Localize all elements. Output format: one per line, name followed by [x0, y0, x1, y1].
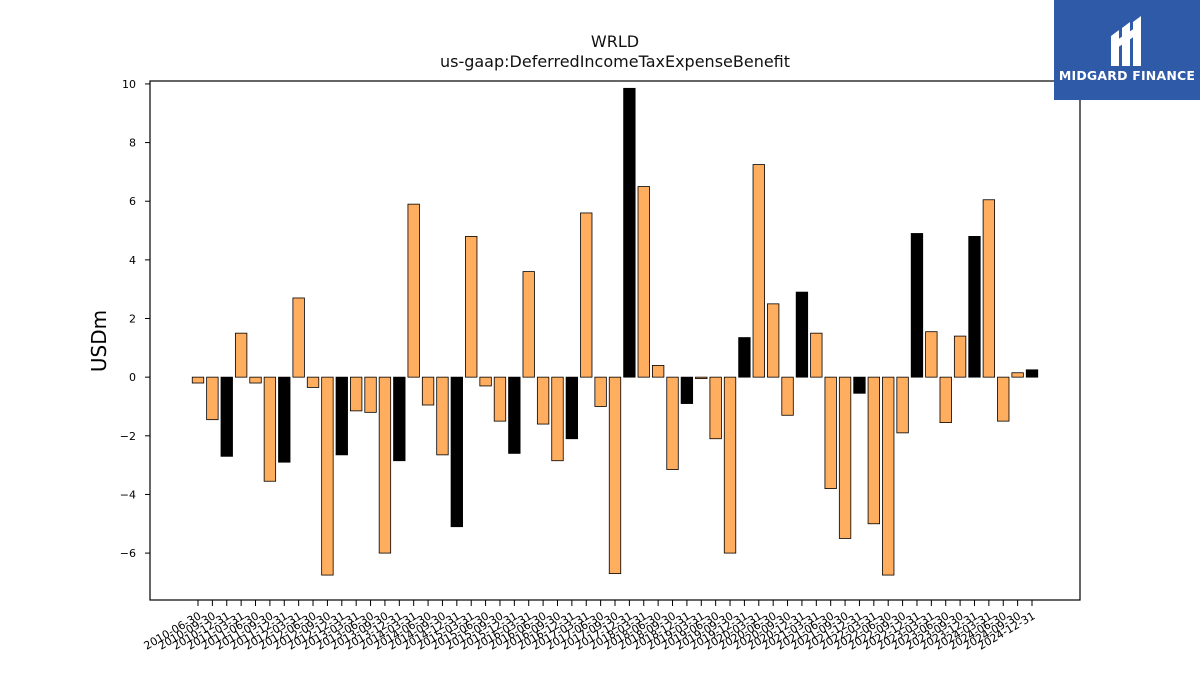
bar-2023-03-31 — [925, 331, 938, 378]
bar-2024-09-30 — [1011, 372, 1024, 378]
bar-2018-03-31 — [637, 186, 650, 378]
bar-2020-09-30 — [781, 376, 794, 416]
chart-subtitle: us-gaap:DeferredIncomeTaxExpenseBenefit — [439, 52, 791, 71]
bar-2014-12-31 — [450, 376, 463, 528]
bar-2022-06-30 — [882, 376, 895, 576]
bar-2013-09-30 — [378, 376, 392, 554]
bar-2023-06-30 — [939, 376, 952, 424]
bar-2020-06-30 — [767, 303, 780, 378]
bar-2012-06-30 — [306, 376, 320, 388]
bar-2014-06-30 — [421, 376, 435, 406]
logo-text: MIDGARD FINANCE — [1058, 68, 1196, 83]
y-axis-label: USDm — [87, 310, 111, 372]
bar-2011-12-31 — [278, 376, 291, 463]
brand-logo: MIDGARD FINANCE — [1054, 0, 1200, 100]
bar-2019-09-30 — [723, 376, 737, 554]
bar-2015-03-31 — [465, 236, 478, 378]
bar-2015-12-31 — [508, 376, 521, 454]
bar-2010-09-30 — [206, 376, 219, 421]
bar-2023-12-31 — [968, 236, 981, 378]
y-tick-label: 10 — [122, 78, 136, 91]
bar-2024-12-31 — [1025, 369, 1039, 378]
bar-2012-03-31 — [292, 297, 305, 378]
bar-2015-06-30 — [479, 376, 492, 387]
bar-2013-03-31 — [350, 376, 363, 412]
bar-2019-03-31 — [695, 376, 708, 380]
bar-2021-03-31 — [810, 332, 823, 378]
y-tick-label: −6 — [120, 547, 136, 560]
y-tick-label: 6 — [129, 195, 136, 208]
bar-2018-06-30 — [651, 365, 665, 378]
bar-2016-09-30 — [551, 376, 564, 462]
bar-2019-06-30 — [709, 376, 722, 440]
bar-2013-12-31 — [393, 376, 406, 462]
bar-2021-12-31 — [853, 376, 866, 394]
bar-2017-06-30 — [594, 376, 607, 407]
y-tick-label: 0 — [129, 371, 136, 384]
y-tick-label: 4 — [129, 254, 136, 267]
bar-2014-09-30 — [436, 376, 449, 456]
bar-2010-06-30 — [191, 376, 205, 384]
y-tick-label: −4 — [120, 488, 136, 501]
y-axis: −6 −4 −2 0 2 4 6 8 10 — [120, 78, 150, 560]
y-tick-label: 8 — [129, 137, 136, 150]
bar-2012-12-31 — [335, 376, 348, 456]
bar-2011-03-31 — [234, 332, 248, 378]
chart-title: WRLD — [590, 32, 640, 51]
bar-2017-12-31 — [623, 87, 636, 378]
bar-2014-03-31 — [407, 203, 420, 378]
bars-group — [191, 87, 1039, 576]
bar-2011-06-30 — [249, 376, 262, 384]
x-axis: 2010-06-302010-09-302010-12-312011-03-31… — [142, 600, 1038, 653]
bar-2017-03-31 — [580, 212, 593, 378]
bar-2019-12-31 — [738, 337, 751, 378]
bar-2016-03-31 — [522, 271, 535, 378]
bar-2022-03-31 — [867, 376, 880, 525]
bar-2018-12-31 — [680, 376, 694, 404]
bar-2013-06-30 — [364, 376, 377, 413]
bar-2012-09-30 — [321, 376, 334, 576]
y-tick-label: 2 — [129, 313, 136, 326]
bar-2016-12-31 — [565, 376, 579, 440]
bar-2024-03-31 — [982, 199, 996, 378]
bar-2020-03-31 — [752, 164, 765, 378]
y-tick-label: −2 — [120, 430, 136, 443]
logo-mark-icon — [1111, 16, 1141, 66]
bar-2011-09-30 — [263, 376, 277, 482]
bar-2020-12-31 — [795, 291, 809, 378]
bar-2022-09-30 — [896, 376, 909, 434]
bar-2010-12-31 — [220, 376, 233, 457]
bar-2023-09-30 — [953, 335, 967, 378]
bar-2021-06-30 — [824, 376, 837, 489]
bar-2021-09-30 — [838, 376, 852, 539]
bar-2016-06-30 — [536, 376, 550, 425]
bar-2022-12-31 — [910, 233, 924, 378]
bar-2018-09-30 — [666, 376, 679, 470]
bar-2017-09-30 — [608, 376, 622, 575]
bar-2015-09-30 — [493, 376, 507, 422]
bar-2024-06-30 — [997, 376, 1010, 422]
